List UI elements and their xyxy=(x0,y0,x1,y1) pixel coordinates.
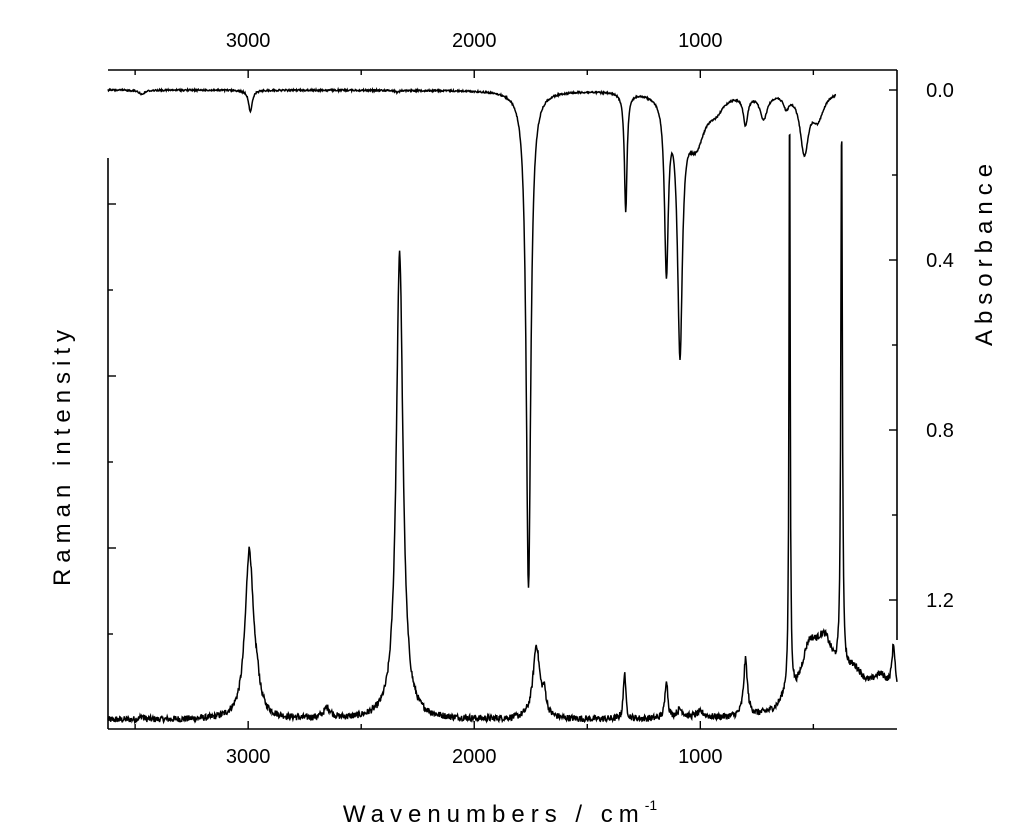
y-tick-label-right: 0.8 xyxy=(926,420,954,442)
raman-spectrum xyxy=(107,133,898,725)
y-tick-label-right: 0.0 xyxy=(926,80,954,102)
x-axis-title: Wavenumbers / cm-1 xyxy=(343,797,657,828)
ir-line xyxy=(107,86,837,588)
y-tick-label-right: 0.4 xyxy=(926,250,954,272)
ir-spectrum xyxy=(107,86,837,588)
y-axis-title-right: Absorbance xyxy=(971,158,998,346)
x-tick-label-bottom: 3000 xyxy=(226,746,271,768)
x-tick-label-top: 1000 xyxy=(678,30,723,52)
x-tick-label-top: 3000 xyxy=(226,30,271,52)
x-tick-label-bottom: 2000 xyxy=(452,746,497,768)
x-axis-title-text: Wavenumbers / cm xyxy=(343,801,645,828)
x-axis-title-superscript: -1 xyxy=(645,797,658,813)
x-tick-label-bottom: 1000 xyxy=(678,746,723,768)
y-tick-label-right: 1.2 xyxy=(926,590,954,612)
tick-labels: 3000 3000 2000 2000 1000 1000 0.0 0.4 0.8 1.2 xyxy=(226,30,954,768)
y-axis-title-left: Raman intensity xyxy=(49,324,76,586)
x-tick-label-top: 2000 xyxy=(452,30,497,52)
axes-frame xyxy=(107,69,898,730)
raman-line xyxy=(107,133,898,725)
tick-marks xyxy=(108,70,897,729)
